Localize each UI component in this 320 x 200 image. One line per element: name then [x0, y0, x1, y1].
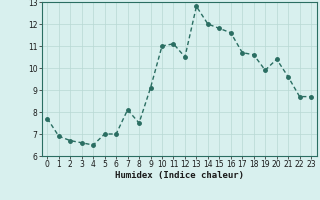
X-axis label: Humidex (Indice chaleur): Humidex (Indice chaleur): [115, 171, 244, 180]
